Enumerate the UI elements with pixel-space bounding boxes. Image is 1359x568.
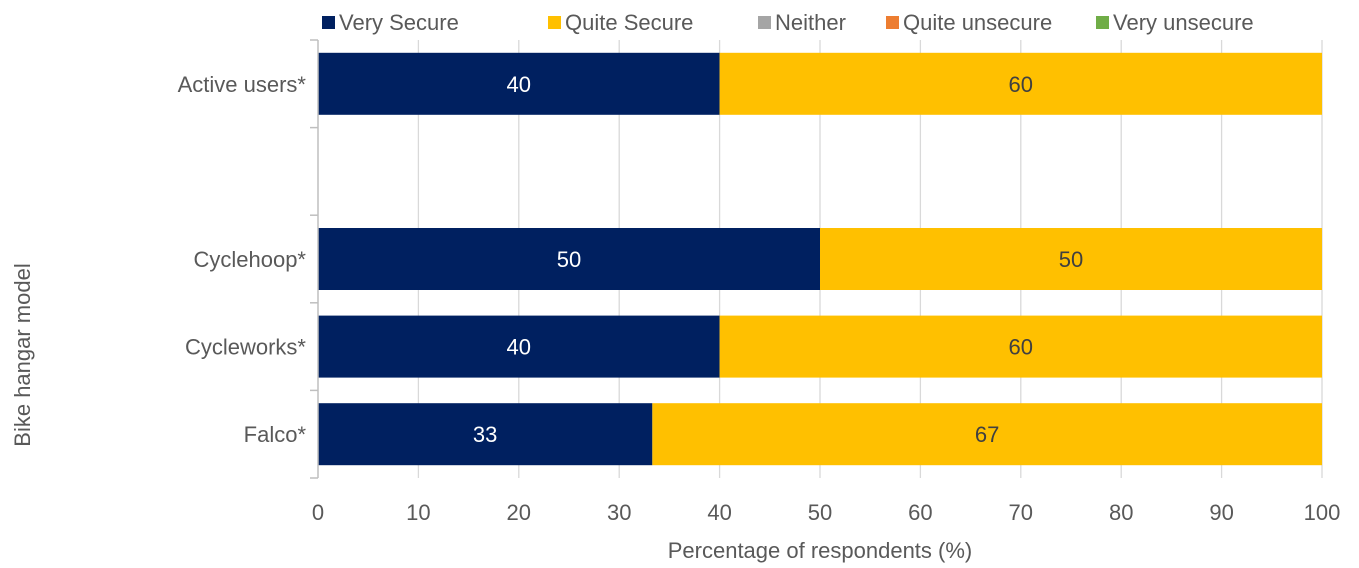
x-tick-label: 60 <box>908 500 932 525</box>
legend-swatch <box>886 16 899 29</box>
legend-item-very-secure: Very Secure <box>322 10 459 35</box>
category-label: Active users* <box>178 72 307 97</box>
data-label: 67 <box>975 422 999 447</box>
bar-quite-secure <box>820 228 1322 290</box>
x-tick-label: 20 <box>507 500 531 525</box>
bar-very-secure <box>318 52 720 115</box>
legend-label: Quite unsecure <box>903 10 1052 35</box>
legend-item-very-unsecure: Very unsecure <box>1096 10 1254 35</box>
bar-quite-secure <box>652 403 1322 466</box>
bar-very-secure <box>318 228 820 290</box>
x-tick-label: 0 <box>312 500 324 525</box>
x-tick-label: 90 <box>1209 500 1233 525</box>
data-label: 50 <box>1059 247 1083 272</box>
x-tick-label: 30 <box>607 500 631 525</box>
category-label: Cyclehoop* <box>193 247 306 272</box>
legend-item-quite-unsecure: Quite unsecure <box>886 10 1052 35</box>
data-label: 40 <box>507 335 531 360</box>
category-label: Cycleworks* <box>185 335 306 360</box>
legend-swatch <box>322 16 335 29</box>
x-tick-label: 10 <box>406 500 430 525</box>
x-tick-label: 70 <box>1009 500 1033 525</box>
y-axis: Active users* Cyclehoop* Cycleworks* Falco* <box>178 39 319 479</box>
x-tick-label: 80 <box>1109 500 1133 525</box>
data-label: 60 <box>1009 72 1033 97</box>
bar-very-secure <box>318 403 653 466</box>
legend: Very Secure Quite Secure Neither Quite unse… <box>322 10 1254 35</box>
bar-quite-secure <box>719 315 1322 378</box>
data-label: 50 <box>557 247 581 272</box>
data-label: 60 <box>1009 335 1033 360</box>
legend-swatch <box>758 16 771 29</box>
legend-label: Neither <box>775 10 846 35</box>
legend-swatch <box>548 16 561 29</box>
data-label: 40 <box>507 72 531 97</box>
x-tick-label: 50 <box>808 500 832 525</box>
x-tick-label: 40 <box>707 500 731 525</box>
legend-item-neither: Neither <box>758 10 846 35</box>
bars: 40 60 50 50 40 60 33 67 <box>318 52 1322 466</box>
y-axis-title: Bike hangar model <box>10 263 35 446</box>
legend-label: Very unsecure <box>1113 10 1254 35</box>
bar-quite-secure <box>719 52 1322 115</box>
data-label: 33 <box>473 422 497 447</box>
legend-swatch <box>1096 16 1109 29</box>
category-label: Falco* <box>244 422 307 447</box>
legend-label: Quite Secure <box>565 10 693 35</box>
legend-item-quite-secure: Quite Secure <box>548 10 693 35</box>
x-tick-label: 100 <box>1304 500 1341 525</box>
bar-very-secure <box>318 315 720 378</box>
x-axis-title: Percentage of respondents (%) <box>668 538 973 563</box>
x-axis-ticks: 0 10 20 30 40 50 60 70 80 90 100 <box>312 500 1340 525</box>
legend-label: Very Secure <box>339 10 459 35</box>
